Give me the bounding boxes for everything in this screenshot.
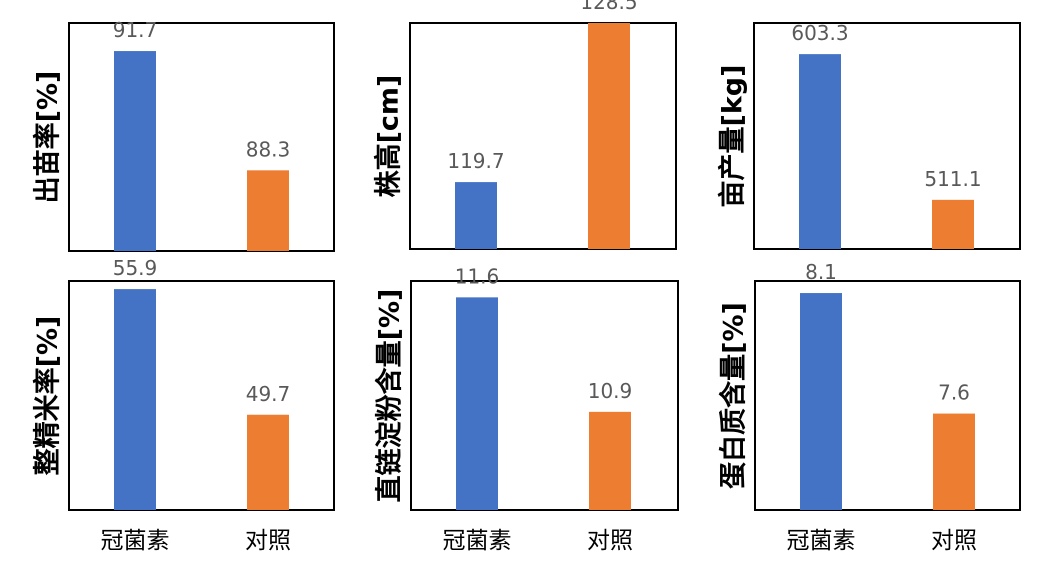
chart-panel: 55.9 冠菌素 49.7 对照 整精米率[%] xyxy=(32,256,335,554)
chart-panel: 8.1 冠菌素 7.6 对照 蛋白质含量[%] xyxy=(718,260,1021,554)
plot-frame xyxy=(409,22,677,250)
y-axis-label: 亩产量[kg] xyxy=(717,65,749,208)
category-label: 冠菌素 xyxy=(787,528,856,554)
plot-frame xyxy=(753,22,1021,250)
bar-control xyxy=(932,199,974,249)
bar-treatment xyxy=(455,182,497,249)
bar-treatment xyxy=(456,297,498,510)
bar-value-label: 55.9 xyxy=(113,256,158,280)
category-label: 对照 xyxy=(587,528,633,554)
chart-panel: 11.6 冠菌素 10.9 对照 直链淀粉含量[%] xyxy=(374,264,679,554)
bar-value-label: 603.3 xyxy=(791,21,848,45)
category-label: 对照 xyxy=(245,528,291,554)
y-axis-label: 株高[cm] xyxy=(373,75,405,198)
plot-frame xyxy=(754,280,1021,511)
bar-control xyxy=(933,413,975,510)
bar-value-label: 511.1 xyxy=(924,167,981,191)
bar-treatment xyxy=(114,289,156,510)
category-label: 冠菌素 xyxy=(101,528,170,554)
bar-value-label: 10.9 xyxy=(588,379,633,403)
y-axis-label: 直链淀粉含量[%] xyxy=(374,289,406,503)
bar-value-label: 11.6 xyxy=(455,264,500,288)
bar-control xyxy=(589,411,631,510)
chart-panel: 603.3 511.1 亩产量[kg] xyxy=(717,21,1021,250)
category-label: 对照 xyxy=(931,528,977,554)
plot-frame xyxy=(68,22,335,252)
bar-value-label: 8.1 xyxy=(805,260,837,284)
bar-value-label: 49.7 xyxy=(246,382,291,406)
bar-value-label: 88.3 xyxy=(246,137,291,161)
chart-panel: 91.7 88.3 出苗率[%] xyxy=(32,18,335,252)
y-axis-label: 蛋白质含量[%] xyxy=(718,302,750,489)
y-axis-label: 整精米率[%] xyxy=(32,316,64,476)
chart-panel: 119.7 128.5 株高[cm] xyxy=(373,0,677,250)
bar-control xyxy=(588,23,630,249)
bar-treatment xyxy=(799,54,841,250)
category-label: 冠菌素 xyxy=(443,528,512,554)
bar-value-label: 91.7 xyxy=(113,18,158,42)
bar-control xyxy=(247,170,289,251)
bar-value-label: 119.7 xyxy=(447,149,504,173)
bar-value-label: 128.5 xyxy=(580,0,637,14)
bar-control xyxy=(247,414,289,510)
plot-frame xyxy=(68,280,335,511)
plot-frame xyxy=(410,280,679,511)
y-axis-label: 出苗率[%] xyxy=(32,71,64,204)
bar-value-label: 7.6 xyxy=(938,381,970,405)
bar-treatment xyxy=(114,51,156,251)
bar-treatment xyxy=(800,293,842,510)
